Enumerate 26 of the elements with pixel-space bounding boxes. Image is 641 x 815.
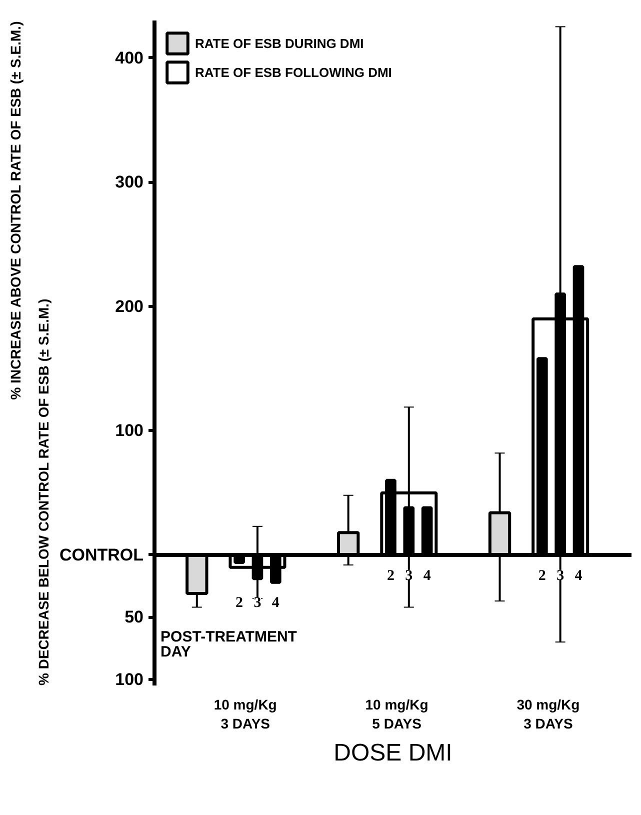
text: 2 bbox=[538, 568, 546, 584]
series-label: 2 bbox=[386, 568, 394, 584]
text: 2 bbox=[236, 595, 244, 612]
y-tick-label: 200 bbox=[115, 296, 144, 316]
text: 4 bbox=[574, 568, 582, 584]
x-axis-title: DOSE DMI bbox=[334, 740, 452, 767]
text: 3 bbox=[254, 595, 262, 612]
x-tick-label: 10 mg/Kg 5 DAYS bbox=[365, 696, 428, 732]
y-tick-label: 100 bbox=[115, 670, 144, 689]
text: 3 bbox=[556, 568, 564, 584]
y-tick-label: 400 bbox=[115, 48, 144, 68]
x-tick-label: 10 mg/Kg 3 DAYS bbox=[214, 696, 277, 732]
text: % DECREASE BELOW CONTROL RATE OF ESB (± S.E.M.) bbox=[36, 298, 52, 686]
y-tick-label: CONTROL bbox=[59, 545, 144, 564]
legend-label: RATE OF ESB DURING DMI bbox=[195, 36, 364, 50]
x-tick-label: 30 mg/Kg 3 DAYS bbox=[516, 696, 580, 732]
text: 4 bbox=[272, 595, 280, 612]
series-label: 4 bbox=[423, 568, 432, 584]
y-axis-title: % INCREASE ABOVE CONTROL RATE OF ESB (± S.E.M.) bbox=[8, 21, 24, 400]
legend-label: RATE OF ESB FOLLOWING DMI bbox=[195, 64, 392, 80]
y-tick-label: 300 bbox=[115, 172, 144, 192]
y-tick-label: 100 bbox=[115, 421, 144, 440]
annotation: DAY bbox=[160, 643, 191, 660]
series-label: 3 bbox=[405, 568, 413, 584]
annotation: POST-TREATMENT bbox=[160, 628, 297, 646]
y-tick-label: 50 bbox=[124, 608, 144, 627]
